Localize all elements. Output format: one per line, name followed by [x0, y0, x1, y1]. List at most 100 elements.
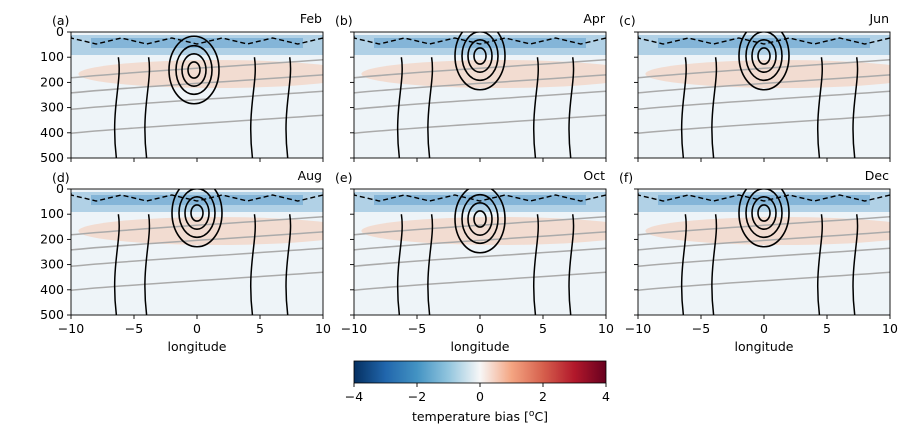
- y-tick-label: 0: [56, 24, 64, 39]
- contour-line: [427, 57, 434, 158]
- isotherm-line: [354, 74, 606, 94]
- positive-contour: [190, 204, 204, 222]
- isotherm-line: [71, 114, 323, 134]
- x-tick-label: 5: [256, 321, 264, 336]
- heatmap-cold-core: [91, 195, 303, 205]
- isotherm-line: [638, 247, 890, 268]
- positive-contour: [168, 35, 220, 105]
- panel-label: (f): [619, 170, 633, 185]
- y-tick-label: 100: [40, 49, 64, 64]
- plot-area: [638, 189, 890, 315]
- x-tick-label: −5: [692, 321, 710, 336]
- contour-line: [285, 57, 292, 158]
- contour-line: [816, 57, 823, 158]
- contour-line: [711, 57, 718, 158]
- contour-line: [852, 214, 859, 315]
- y-tick-label: 500: [40, 150, 64, 165]
- isotherm-line: [71, 231, 323, 251]
- panel-label: (a): [52, 13, 69, 28]
- y-tick-label: 0: [56, 181, 64, 196]
- x-tick-label: 5: [539, 321, 547, 336]
- x-tick-label: −10: [625, 321, 651, 336]
- colorbar-gradient: [353, 360, 607, 384]
- heatmap-warm-band: [645, 60, 890, 88]
- x-tick-label: 10: [882, 321, 898, 336]
- panel-month: Dec: [865, 168, 889, 183]
- contour-line: [285, 214, 292, 315]
- isotherm-line: [354, 271, 606, 291]
- isotherm-line: [71, 216, 323, 236]
- positive-contour: [454, 32, 506, 91]
- contour-line: [427, 214, 434, 315]
- isotherm-line: [354, 59, 606, 79]
- panel-oct: (e) Oct −10 −5 0 5 10 longitude: [335, 168, 614, 354]
- x-tick-label: 0: [476, 321, 484, 336]
- x-axis-label: longitude: [735, 339, 794, 354]
- positive-contour: [745, 189, 783, 239]
- plot-area: [71, 32, 323, 158]
- panel-month: Jun: [868, 11, 889, 26]
- x-tick-label: 5: [823, 321, 831, 336]
- colorbar: −4 −2 0 2 4 temperature bias [oC]: [345, 360, 610, 424]
- isotherm-line: [638, 216, 890, 236]
- x-tick-label: −5: [125, 321, 143, 336]
- positive-contour: [757, 204, 771, 222]
- panel-aug: (d) Aug 0 100 200 300 400 500−10 −5 0 5 10 longitude: [40, 168, 331, 354]
- contour-line: [711, 214, 718, 315]
- contour-line: [532, 57, 539, 158]
- y-tick-label: 200: [40, 231, 64, 246]
- contour-line: [852, 57, 859, 158]
- x-tick-label: 0: [193, 321, 201, 336]
- panel-month: Oct: [583, 168, 605, 183]
- contour-line: [680, 57, 687, 158]
- positive-contour: [751, 38, 777, 74]
- y-tick-label: 100: [40, 206, 64, 221]
- positive-contour: [454, 189, 506, 254]
- heatmap-cold-core: [374, 195, 586, 205]
- heatmap-warm-band: [78, 60, 323, 88]
- y-tick-label: 300: [40, 100, 64, 115]
- colorbar-tick-label: 4: [602, 389, 610, 404]
- colorbar-tick-label: 0: [476, 389, 484, 404]
- contour-line: [532, 214, 539, 315]
- positive-contour: [738, 32, 790, 91]
- x-axis-label: longitude: [451, 339, 510, 354]
- colorbar-ticks: −4 −2 0 2 4: [345, 383, 610, 404]
- y-tick-label: 200: [40, 74, 64, 89]
- heatmap-warm-band: [361, 217, 606, 245]
- panel-dec: (f) Dec −10 −5 0 5 10 longitude: [619, 168, 898, 354]
- isotherm-line: [354, 90, 606, 111]
- positive-contour: [184, 196, 210, 231]
- panel-month: Aug: [298, 168, 322, 183]
- x-tick-label: 0: [760, 321, 768, 336]
- positive-contour: [757, 47, 771, 65]
- colorbar-tick-label: 2: [539, 389, 547, 404]
- panel-feb: (a) Feb 0 100 200 300 400 500: [40, 11, 324, 165]
- x-tick-label: 10: [598, 321, 614, 336]
- panel-label: (b): [335, 13, 353, 28]
- contour-line: [568, 214, 575, 315]
- plot-area: [638, 32, 890, 158]
- positive-contour: [171, 189, 223, 248]
- heatmap-cold-core: [374, 38, 586, 48]
- positive-contour: [461, 193, 499, 245]
- heatmap-cold-core: [658, 38, 870, 48]
- isotherm-line: [354, 114, 606, 134]
- positive-contour: [473, 210, 487, 228]
- isotherm-line: [354, 247, 606, 268]
- contour-line: [816, 214, 823, 315]
- y-tick-label: 300: [40, 257, 64, 272]
- isotherm-line: [71, 74, 323, 94]
- panel-month: Feb: [300, 11, 322, 26]
- panel-label: (d): [52, 170, 70, 185]
- positive-contour: [181, 52, 207, 88]
- contour-line: [396, 57, 403, 158]
- isotherm-line: [354, 231, 606, 251]
- isotherm-line: [71, 59, 323, 79]
- positive-contour: [461, 32, 499, 82]
- positive-contour: [467, 202, 493, 237]
- y-tick-label: 400: [40, 282, 64, 297]
- contour-line: [249, 57, 256, 158]
- isotherm-line: [638, 90, 890, 111]
